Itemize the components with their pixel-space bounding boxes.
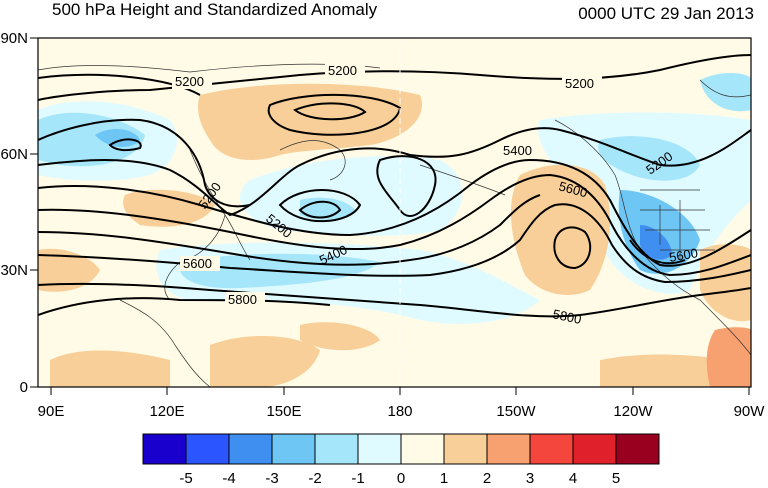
contour-label: 5600 — [668, 245, 699, 265]
plot-frame — [37, 37, 752, 388]
lon-label: 90W — [734, 403, 766, 420]
contour-label: 5600 — [183, 256, 212, 271]
colorbar-swatch — [314, 433, 359, 465]
map-title: 500 hPa Height and Standardized Anomaly — [52, 0, 378, 19]
colorbar-label: 3 — [526, 470, 534, 487]
lon-label: 150W — [496, 403, 536, 420]
lon-label: 120W — [613, 403, 653, 420]
latitude-axis: 90N 60N 30N 0 — [0, 30, 38, 396]
map-date: 0000 UTC 29 Jan 2013 — [578, 4, 754, 23]
colorbar-swatch — [142, 433, 187, 465]
lat-label: 90N — [0, 30, 28, 47]
colorbar-label: -5 — [179, 470, 192, 487]
contour-label: 5800 — [551, 306, 582, 327]
colorbar-label: -3 — [265, 470, 278, 487]
colorbar-label: -4 — [222, 470, 235, 487]
lon-label: 90E — [38, 403, 65, 420]
contour-label: 5400 — [503, 143, 532, 158]
colorbar-swatch — [486, 433, 531, 465]
lat-label: 0 — [20, 379, 28, 396]
lon-label: 120E — [149, 403, 184, 420]
colorbar: -5 -4 -3 -2 -1 0 1 2 3 4 5 — [142, 433, 660, 487]
lon-label: 180 — [387, 403, 412, 420]
colorbar-label: 1 — [440, 470, 448, 487]
colorbar-swatch — [271, 433, 316, 465]
colorbar-label: 0 — [397, 470, 405, 487]
contour-label: 5600 — [557, 178, 589, 200]
colorbar-swatch — [615, 433, 660, 465]
colorbar-swatch — [228, 433, 273, 465]
lat-label: 60N — [0, 146, 28, 163]
contour-label: 5200 — [565, 76, 594, 91]
colorbar-swatch — [357, 433, 402, 465]
colorbar-label: -2 — [308, 470, 321, 487]
colorbar-label: 2 — [483, 470, 491, 487]
colorbar-swatch — [400, 433, 445, 465]
colorbar-label: -1 — [351, 470, 364, 487]
lat-label: 30N — [0, 262, 28, 279]
colorbar-swatch — [572, 433, 617, 465]
lon-label: 150E — [266, 403, 301, 420]
height-contours — [38, 54, 751, 318]
colorbar-label: 4 — [569, 470, 577, 487]
colorbar-swatch — [443, 433, 488, 465]
colorbar-label: 5 — [612, 470, 620, 487]
contour-label: 5200 — [175, 74, 204, 89]
contour-label: 5800 — [228, 292, 257, 307]
colorbar-swatch — [529, 433, 574, 465]
colorbar-swatch — [185, 433, 230, 465]
longitude-axis: 90E 120E 150E 180 150W 120W 90W — [38, 387, 766, 420]
contour-label: 5200 — [328, 63, 357, 78]
